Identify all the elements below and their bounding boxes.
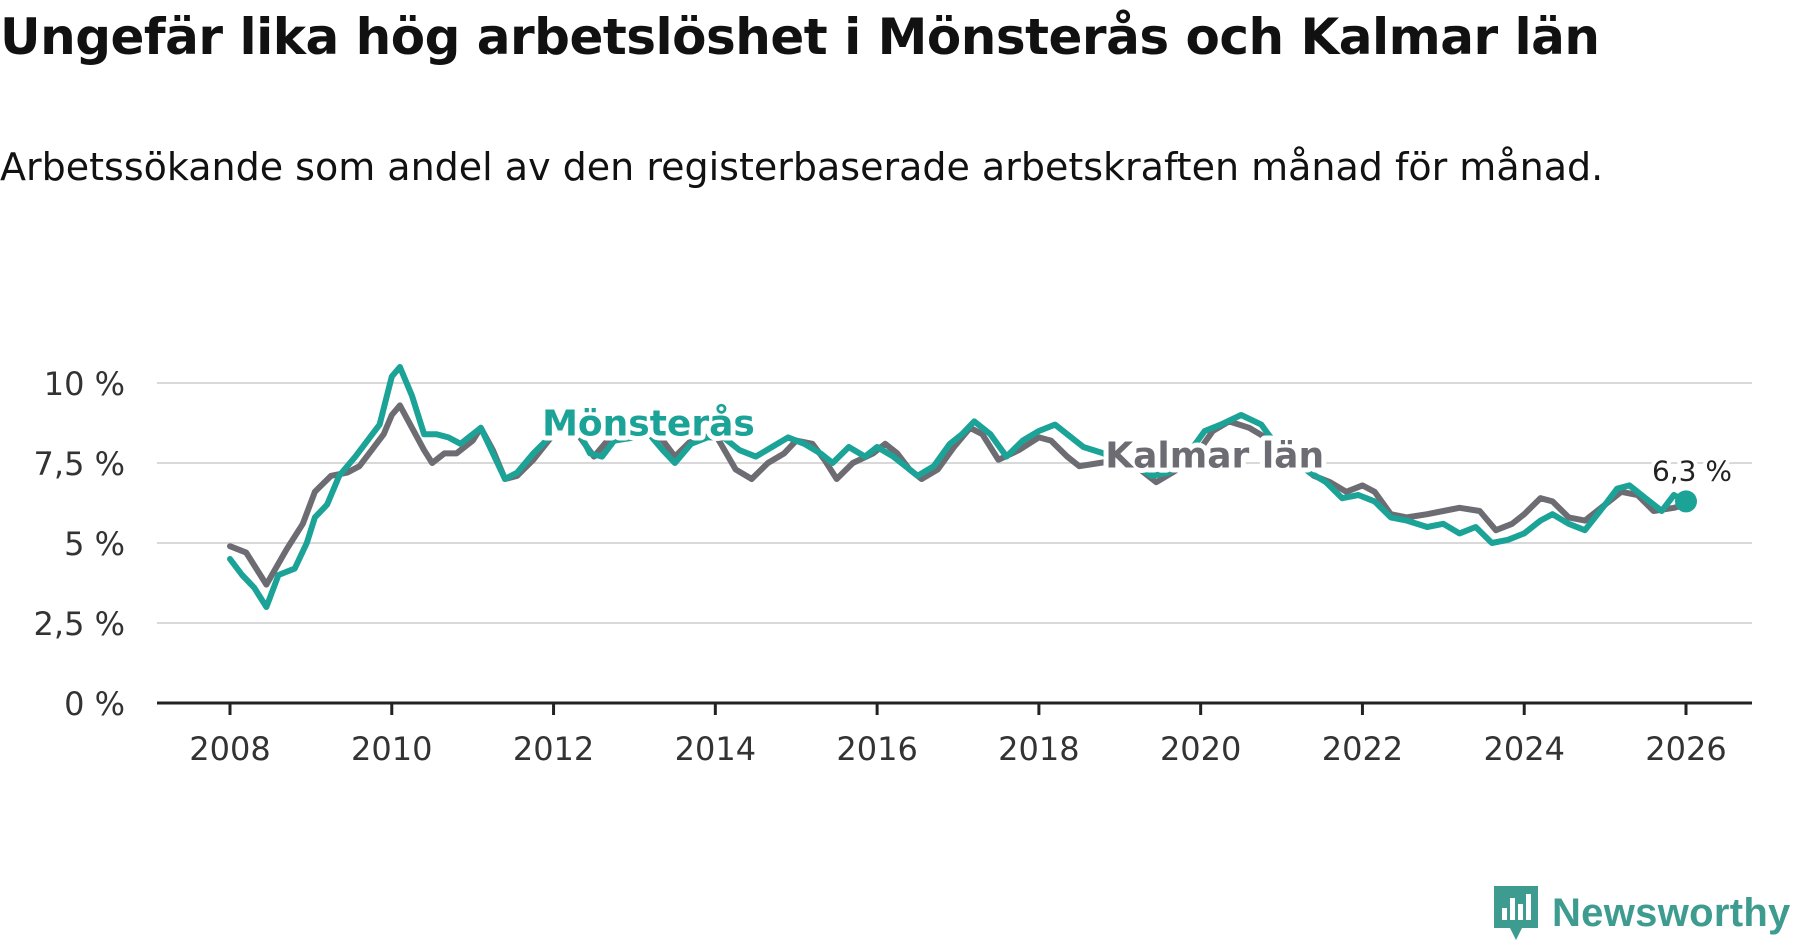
y-tick-label: 5 %	[64, 525, 125, 563]
chart-subtitle: Arbetssökande som andel av den registerb…	[0, 145, 1604, 189]
brand-name: Newsworthy	[1552, 890, 1791, 935]
series-label: Kalmar län	[1105, 435, 1324, 476]
series-label: Mönsterås	[542, 403, 755, 444]
series-labels: Mönsterås Kalmar län 6,3 %	[537, 398, 1736, 513]
series-lines	[227, 364, 1689, 610]
x-axis: 2008 2010 2012 2014 2016 2018 2020 2022 2024 2026	[157, 701, 1752, 768]
y-tick-label: 10 %	[44, 365, 125, 403]
x-tick-label: 2024	[1484, 730, 1565, 768]
x-tick-label: 2012	[513, 730, 594, 768]
x-tick-label: 2026	[1645, 730, 1726, 768]
series-line-kalmar-lan	[227, 402, 1689, 588]
newsworthy-logo-icon	[1494, 886, 1538, 940]
newsworthy-brand[interactable]: Newsworthy	[1492, 884, 1791, 942]
series-line-monsteras	[227, 364, 1689, 610]
x-tick-label: 2018	[998, 730, 1079, 768]
x-tick-label: 2016	[836, 730, 917, 768]
end-point-marker	[1675, 490, 1697, 513]
x-tick-label: 2010	[351, 730, 432, 768]
x-tick-label: 2022	[1322, 730, 1403, 768]
x-tick-label: 2014	[675, 730, 756, 768]
x-tick-label: 2008	[189, 730, 270, 768]
end-value-label: 6,3 %	[1652, 454, 1732, 487]
y-tick-label: 2,5 %	[34, 605, 125, 643]
x-tick-label: 2020	[1160, 730, 1241, 768]
y-tick-label: 0 %	[64, 685, 125, 723]
y-tick-label: 7,5 %	[34, 445, 125, 483]
gridlines: 0 % 2,5 % 5 % 7,5 % 10 %	[34, 365, 1752, 723]
chart-title: Ungefär lika hög arbetslöshet i Mönsterå…	[0, 8, 1600, 66]
